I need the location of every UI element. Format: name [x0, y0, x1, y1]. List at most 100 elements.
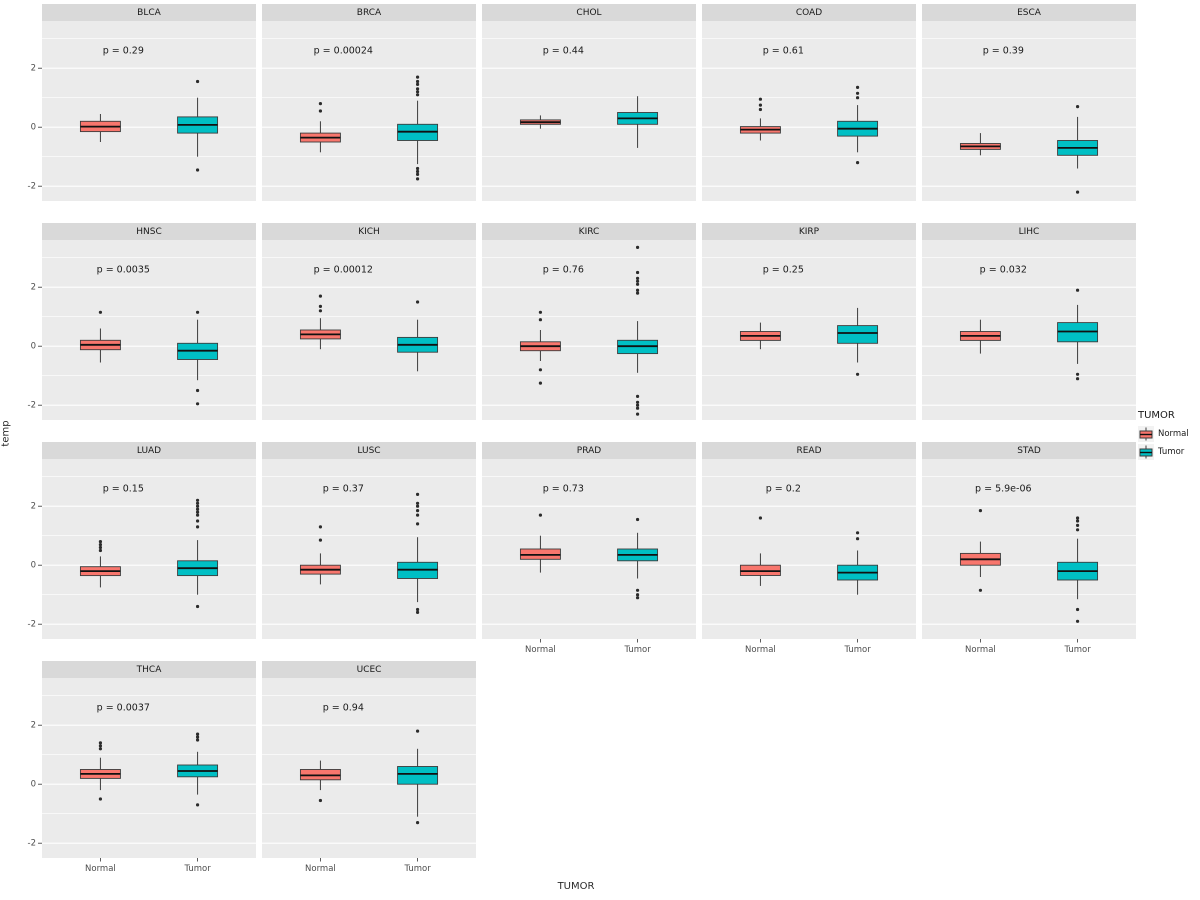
- facet-kich: KICH p = 0.00012: [262, 223, 476, 436]
- panel-background: [42, 21, 256, 201]
- panel-background: [262, 459, 476, 639]
- outlier-point: [855, 537, 860, 541]
- outlier-point: [195, 732, 200, 736]
- p-value-label: p = 0.39: [983, 46, 1024, 57]
- facet-lihc: LIHC p = 0.032: [922, 223, 1136, 436]
- boxplot-tumor: [177, 310, 219, 406]
- outlier-point: [635, 596, 640, 600]
- boxplot-normal: [959, 509, 1001, 592]
- outlier-point: [538, 310, 543, 314]
- outlier-point: [195, 501, 200, 505]
- panel-background: [262, 21, 476, 201]
- p-value-label: p = 0.0037: [97, 703, 150, 714]
- outlier-point: [758, 97, 763, 101]
- p-value-label: p = 0.032: [980, 265, 1027, 276]
- facet-ucec: UCEC p = 0.94 Normal Tumor: [262, 661, 476, 874]
- outlier-point: [538, 513, 543, 517]
- boxplot-normal: [959, 133, 1001, 156]
- p-value-label: p = 0.73: [543, 484, 584, 495]
- x-tick-label: Tumor: [183, 864, 211, 874]
- x-tick-label: Tumor: [843, 645, 871, 655]
- p-value-label: p = 0.2: [766, 484, 801, 495]
- legend-key-tumor: Tumor: [1138, 444, 1189, 460]
- outlier-point: [635, 276, 640, 280]
- outlier-point: [195, 402, 200, 406]
- facet-panel: p = 0.73 Normal Tumor: [482, 459, 696, 655]
- outlier-point: [318, 109, 323, 113]
- outlier-point: [758, 516, 763, 520]
- panel-background: [922, 459, 1136, 639]
- outlier-point: [855, 161, 860, 165]
- facet-panel: p = 0.2 Normal Tumor: [702, 459, 916, 655]
- outlier-point: [98, 545, 103, 550]
- outlier-point: [195, 735, 200, 739]
- facet-panel: p = 0.00024: [262, 21, 476, 201]
- x-tick-label: Tumor: [403, 864, 431, 874]
- boxplot-normal: [739, 322, 781, 350]
- y-tick-label: 2: [31, 721, 36, 731]
- facet-coad: COAD p = 0.61: [702, 4, 916, 217]
- p-value-label: p = 0.44: [543, 46, 584, 57]
- legend-key-normal: Normal: [1138, 426, 1189, 442]
- boxplot-normal: [519, 115, 561, 129]
- panel-background: [702, 21, 916, 201]
- outlier-point: [318, 538, 323, 542]
- boxplot-tumor: [397, 729, 439, 825]
- outlier-point: [635, 400, 640, 404]
- boxplot-normal: [739, 516, 781, 586]
- facet-kirc: KIRC p = 0.76: [482, 223, 696, 436]
- boxplot-normal: [959, 319, 1001, 354]
- x-tick-label: Normal: [745, 645, 776, 655]
- outlier-point: [318, 102, 323, 106]
- facet-strip-label: KICH: [262, 223, 476, 240]
- outlier-point: [415, 607, 420, 612]
- facet-chol: CHOL p = 0.44: [482, 4, 696, 217]
- facet-hnsc: HNSC -2 0 2 p = 0.0035: [16, 223, 256, 436]
- outlier-point: [855, 372, 860, 376]
- panel-background: [262, 240, 476, 420]
- outlier-point: [318, 525, 323, 529]
- outlier-point: [415, 492, 420, 496]
- outlier-point: [318, 294, 323, 298]
- outlier-point: [635, 282, 640, 286]
- outlier-point: [98, 310, 103, 314]
- outlier-point: [415, 166, 420, 171]
- boxplot-tumor: [1057, 288, 1099, 381]
- facet-strip-label: LUSC: [262, 442, 476, 459]
- panel-background: [702, 240, 916, 420]
- outlier-point: [195, 168, 200, 172]
- outlier-point: [195, 79, 200, 84]
- panel-background: [482, 240, 696, 420]
- boxplot-tumor: [397, 300, 439, 372]
- facet-kirp: KIRP p = 0.25: [702, 223, 916, 436]
- y-tick-label: 0: [31, 561, 36, 571]
- facet-panel: p = 0.00012: [262, 240, 476, 420]
- outlier-point: [195, 310, 200, 314]
- boxplot-normal: [79, 741, 121, 801]
- boxplot-tumor: [177, 79, 219, 172]
- outlier-point: [635, 517, 640, 522]
- outlier-point: [978, 588, 983, 592]
- p-value-label: p = 0.00012: [314, 265, 373, 276]
- y-tick-label: 2: [31, 502, 36, 512]
- outlier-point: [1075, 519, 1080, 523]
- facet-panel: p = 0.39: [922, 21, 1136, 201]
- y-tick-label: 2: [31, 64, 36, 74]
- boxplot-tumor: [837, 307, 879, 376]
- panel-background: [42, 678, 256, 858]
- facet-strip-label: UCEC: [262, 661, 476, 678]
- facet-strip-label: BLCA: [42, 4, 256, 21]
- boxplot-glyph-tumor-icon: [1138, 444, 1154, 460]
- facet-strip-label: LIHC: [922, 223, 1136, 240]
- facet-stad: STAD p = 5.9e-06 Normal Tumor: [922, 442, 1136, 655]
- outlier-point: [415, 177, 420, 181]
- outlier-point: [635, 406, 640, 410]
- boxplot-tumor: [617, 517, 659, 600]
- y-tick-label: 0: [31, 123, 36, 133]
- outlier-point: [195, 738, 200, 742]
- x-tick-label: Normal: [305, 864, 336, 874]
- outlier-point: [195, 498, 200, 502]
- outlier-point: [98, 747, 103, 751]
- outlier-point: [1075, 377, 1080, 381]
- boxplot-normal: [79, 114, 121, 142]
